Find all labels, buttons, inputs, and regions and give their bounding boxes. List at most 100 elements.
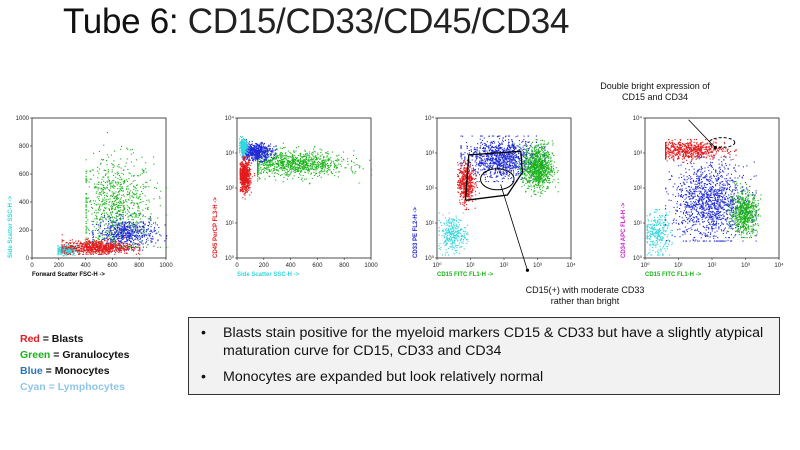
- data-point: [110, 216, 112, 218]
- data-point: [243, 146, 245, 148]
- data-point: [67, 246, 69, 248]
- data-point: [84, 239, 86, 241]
- data-point: [270, 150, 272, 152]
- data-point: [110, 250, 112, 252]
- data-point: [327, 159, 329, 161]
- data-point: [135, 253, 137, 255]
- data-point: [239, 177, 241, 179]
- data-point: [119, 193, 121, 195]
- data-point: [241, 140, 243, 142]
- data-point: [244, 198, 246, 200]
- data-point: [267, 160, 269, 162]
- data-point: [291, 159, 293, 161]
- data-point: [245, 186, 247, 188]
- data-point: [293, 158, 295, 160]
- x-tick-label: 0: [30, 263, 34, 269]
- data-point: [290, 163, 292, 165]
- data-point: [255, 158, 257, 160]
- data-point: [142, 249, 144, 251]
- data-point: [139, 231, 141, 233]
- data-point: [279, 154, 281, 156]
- data-point: [90, 251, 92, 253]
- data-point: [139, 221, 141, 223]
- data-point: [128, 193, 130, 195]
- data-point: [255, 149, 257, 151]
- data-point: [88, 248, 90, 250]
- data-point: [103, 237, 105, 239]
- data-point: [250, 152, 252, 154]
- data-point: [99, 243, 101, 245]
- data-point: [288, 164, 290, 166]
- data-point: [264, 168, 266, 170]
- data-point: [272, 157, 274, 159]
- data-point: [123, 201, 125, 203]
- data-point: [305, 153, 307, 155]
- data-point: [335, 168, 337, 170]
- data-point: [119, 186, 121, 188]
- data-point: [128, 238, 130, 240]
- data-point: [103, 247, 105, 249]
- data-point: [289, 174, 291, 176]
- data-point: [287, 165, 289, 167]
- data-point: [242, 170, 244, 172]
- data-point: [93, 221, 95, 223]
- data-point: [70, 246, 72, 248]
- data-point: [249, 177, 251, 179]
- data-point: [246, 143, 248, 145]
- data-point: [250, 144, 252, 146]
- data-point: [87, 243, 89, 245]
- data-point: [106, 160, 108, 162]
- data-point: [324, 162, 326, 164]
- data-point: [307, 172, 309, 174]
- data-point: [142, 240, 144, 242]
- data-point: [90, 171, 92, 173]
- data-point: [86, 247, 88, 249]
- data-point: [249, 148, 251, 150]
- data-point: [248, 171, 250, 173]
- data-point: [280, 161, 282, 163]
- data-point: [263, 148, 265, 150]
- data-point: [239, 172, 241, 174]
- data-point: [245, 191, 247, 193]
- data-point: [99, 253, 101, 255]
- data-point: [133, 250, 135, 252]
- data-point: [137, 175, 139, 177]
- data-point: [118, 204, 120, 206]
- data-point: [241, 148, 243, 150]
- data-point: [108, 208, 110, 210]
- data-point: [311, 164, 313, 166]
- data-point: [283, 176, 285, 178]
- data-point: [129, 244, 131, 246]
- data-point: [268, 166, 270, 168]
- data-point: [146, 199, 148, 201]
- data-point: [292, 166, 294, 168]
- data-point: [138, 207, 140, 209]
- data-point: [239, 147, 241, 149]
- data-point: [288, 174, 290, 176]
- data-point: [354, 164, 356, 166]
- data-point: [166, 187, 168, 189]
- data-point: [106, 196, 108, 198]
- data-point: [93, 251, 95, 253]
- data-point: [292, 168, 294, 170]
- data-point: [135, 216, 137, 218]
- data-point: [125, 179, 127, 181]
- data-point: [107, 248, 109, 250]
- data-point: [309, 167, 311, 169]
- data-point: [257, 156, 259, 158]
- data-point: [113, 241, 115, 243]
- data-point: [263, 159, 265, 161]
- data-point: [153, 230, 155, 232]
- data-point: [257, 152, 259, 154]
- data-point: [61, 244, 63, 246]
- data-point: [71, 254, 73, 256]
- data-point: [345, 167, 347, 169]
- data-point: [102, 248, 104, 250]
- data-point: [313, 160, 315, 162]
- data-point: [71, 239, 73, 241]
- data-point: [280, 164, 282, 166]
- data-point: [107, 199, 109, 201]
- data-point: [240, 172, 242, 174]
- data-point: [308, 165, 310, 167]
- data-point: [126, 222, 128, 224]
